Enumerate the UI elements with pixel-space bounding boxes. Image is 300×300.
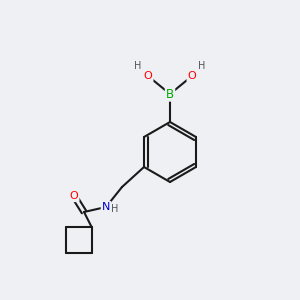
Text: O: O	[70, 191, 78, 201]
Text: H: H	[134, 61, 142, 71]
Text: B: B	[166, 88, 174, 100]
Text: N: N	[102, 202, 110, 212]
Text: O: O	[144, 71, 152, 81]
Text: H: H	[111, 204, 119, 214]
Text: H: H	[198, 61, 206, 71]
Text: O: O	[188, 71, 196, 81]
